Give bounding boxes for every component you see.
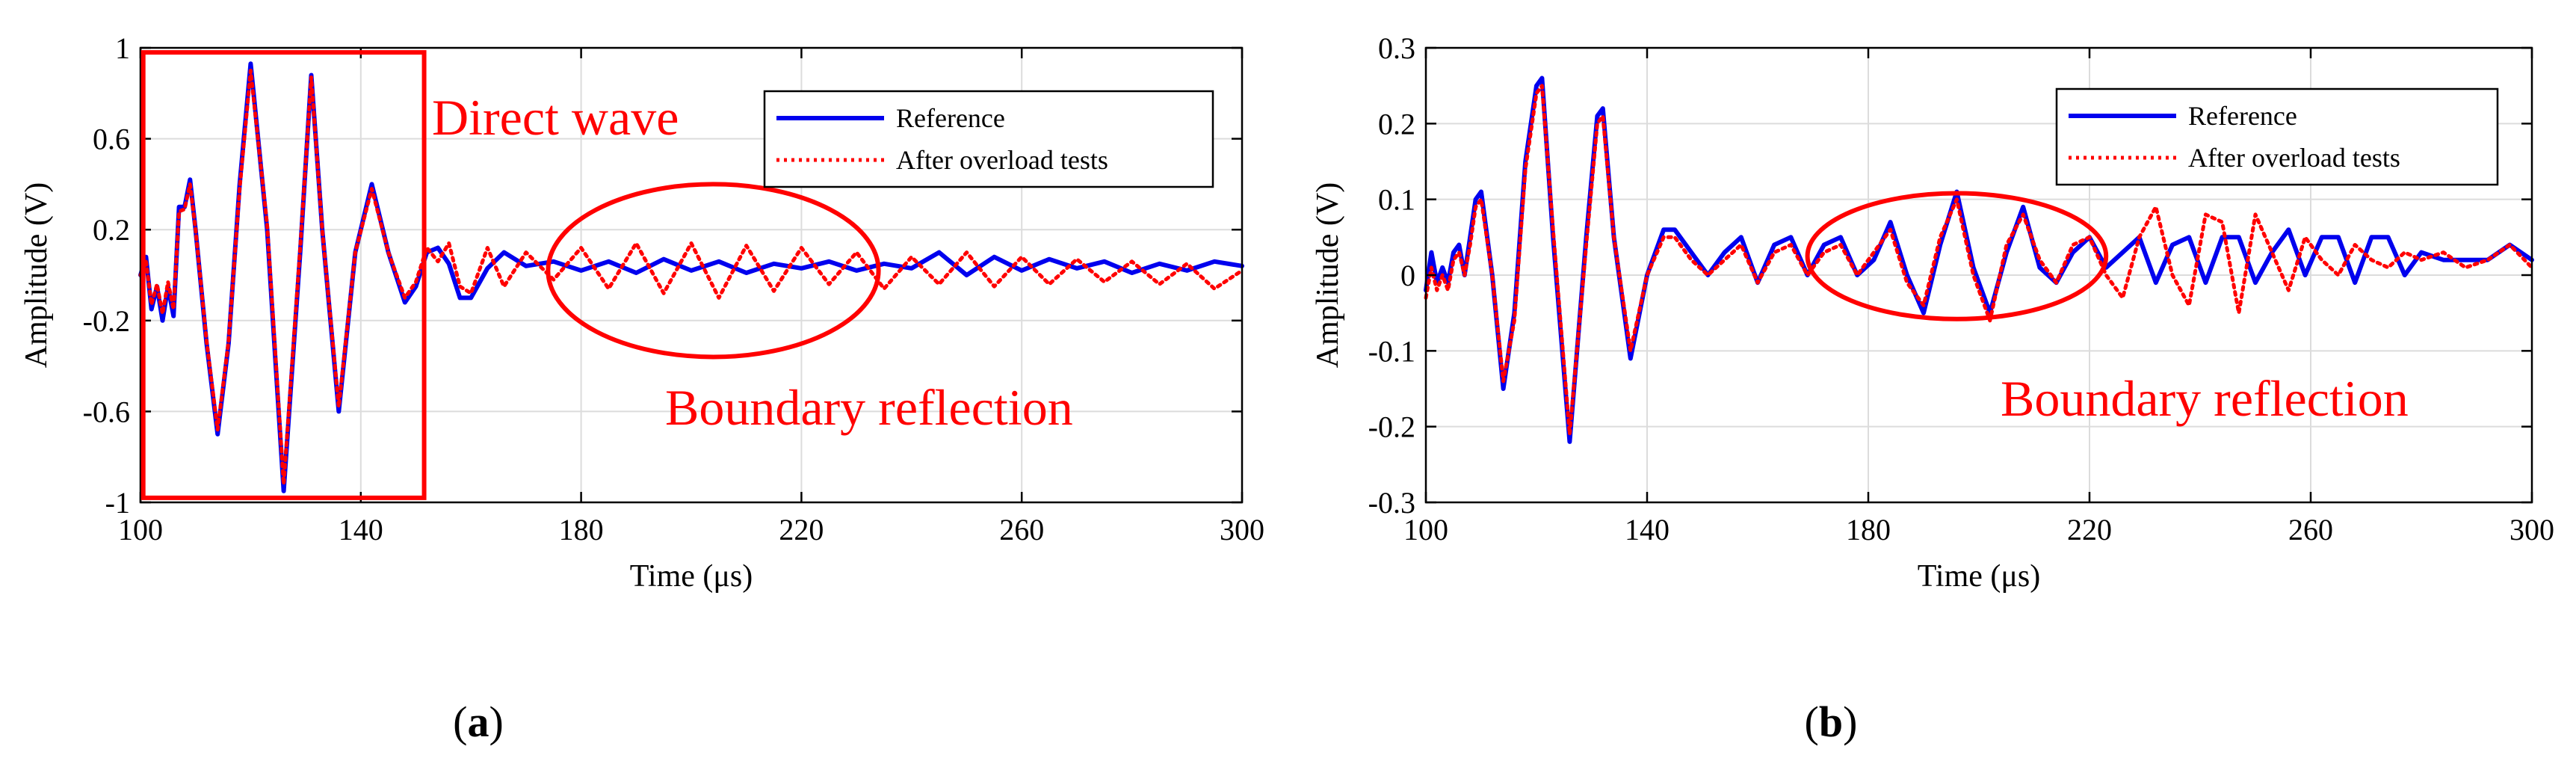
legend-label-reference: Reference [896,103,1005,133]
x-tick-label: 300 [2509,513,2554,546]
x-tick-label: 220 [2067,513,2112,546]
panel-label-letter: b [1819,697,1843,746]
y-tick-label: 0.6 [93,123,130,156]
panel-label-close: ) [489,697,504,746]
direct-wave-highlight-box [140,50,427,500]
boundary-reflection-highlight-ellipse [546,182,881,360]
x-tick-label: 300 [1220,513,1264,546]
annotation-direct-wave: Direct wave [432,89,679,146]
panel-label-close: ) [1843,697,1857,746]
series-line-after-overload [1424,84,2534,437]
legend-label-reference: Reference [2188,101,2297,131]
x-tick-label: 220 [779,513,824,546]
x-tick-label: 180 [559,513,604,546]
y-tick-label: -1 [105,486,130,520]
legend-label-after-overload: After overload tests [2188,143,2400,173]
x-tick-label: 100 [1403,513,1448,546]
chart-panel-2: 100 140 180 220 260 300 0.3 0.2 0.1 0 -0.1 -0.2 -0.3… [1311,31,2554,746]
y-tick-label: 0.1 [1378,183,1415,217]
panel-label-open: ( [1805,697,1819,746]
chart-panel-1: 100 140 180 220 260 300 1 0.6 0.2 -0.2 -0.6 -1 Time … [19,31,1264,746]
panel-label: (a) [453,697,504,746]
y-tick-label: 1 [115,31,130,65]
x-tick-label: 100 [118,513,163,546]
panel-label: (b) [1805,697,1858,746]
y-tick-label: -0.1 [1368,334,1415,368]
y-tick-label: -0.2 [83,304,130,338]
x-tick-label: 180 [1846,513,1891,546]
y-axis-label: Amplitude (V) [19,182,54,368]
annotation-boundary-reflection: Boundary reflection [665,379,1073,436]
x-tick-label: 140 [339,513,383,546]
y-tick-label: 0 [1400,259,1415,292]
legend-box [763,90,1214,188]
y-tick-label: 0.2 [1378,107,1415,141]
y-tick-label: -0.2 [1368,410,1415,444]
panel-label-open: ( [453,697,467,746]
x-tick-label: 140 [1625,513,1670,546]
legend: Reference After overload tests [2055,87,2499,186]
series-line-after-overload [138,68,1244,487]
x-axis-label: Time (μs) [1918,559,2041,594]
legend-label-after-overload: After overload tests [896,145,1108,175]
x-tick-label: 260 [2288,513,2333,546]
y-tick-label: 0.3 [1378,31,1415,65]
y-tick-label: -0.6 [83,395,130,428]
annotation-boundary-reflection: Boundary reflection [2001,370,2409,427]
axes-box [139,46,1244,504]
boundary-reflection-highlight-ellipse [1805,191,2109,321]
legend: Reference After overload tests [763,90,1214,188]
y-tick-label: 0.2 [93,213,130,247]
panel-label-letter: a [468,697,489,746]
y-tick-label: -0.3 [1368,486,1415,520]
legend-box [2055,87,2499,186]
x-axis-label: Time (μs) [630,559,753,594]
x-tick-label: 260 [999,513,1044,546]
y-axis-label: Amplitude (V) [1311,182,1345,368]
